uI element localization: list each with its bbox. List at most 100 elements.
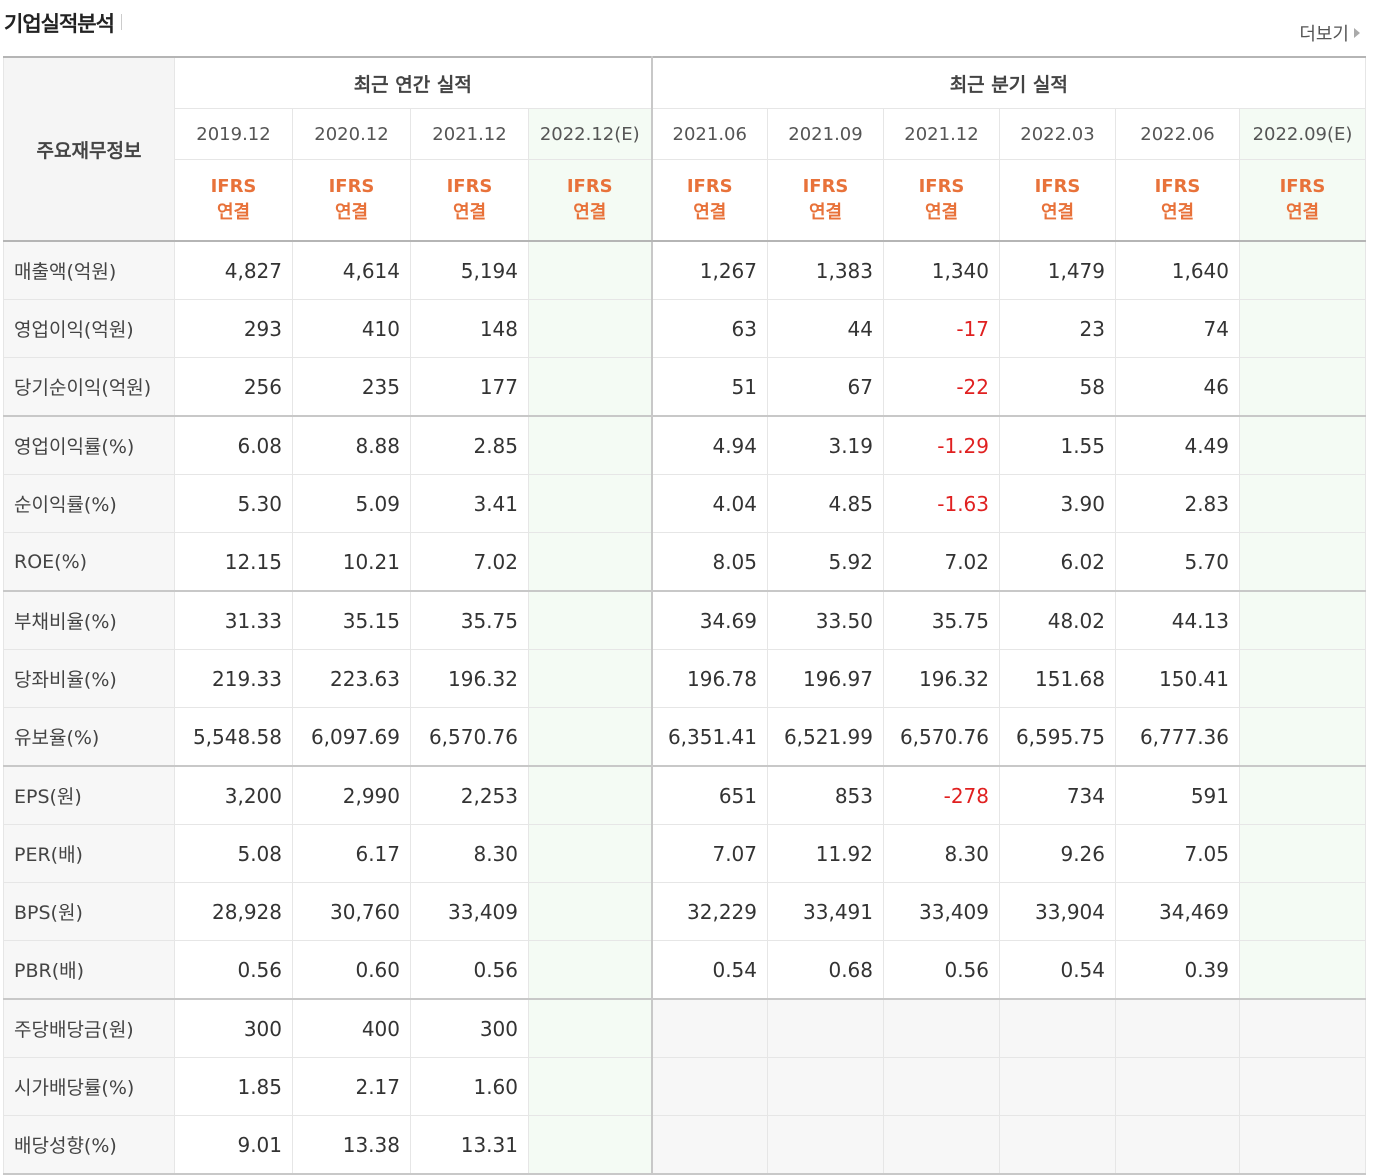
table-cell: 33,904: [999, 882, 1116, 941]
table-cell: [1239, 1057, 1366, 1116]
basis-sublabel: 연결: [573, 202, 607, 223]
table-row: ROE(%) 12.15 10.21 7.02 8.05 5.92 7.02 6.02 5.70: [3, 532, 1366, 592]
table-cell: 2,253: [410, 765, 529, 825]
table-cell: 1.60: [410, 1057, 529, 1116]
table-cell: 7.05: [1115, 824, 1240, 883]
quarter-group-header: 최근 분기 실적: [651, 56, 1366, 109]
table-cell: 7.07: [651, 824, 768, 883]
table-cell: [1239, 474, 1366, 533]
table-cell: [651, 998, 768, 1058]
table-cell: 2,990: [292, 765, 411, 825]
basis-header: IFRS 연결: [999, 159, 1116, 242]
table-cell: [528, 299, 653, 358]
basis-sublabel: 연결: [1285, 202, 1320, 223]
row-label: BPS(원): [3, 882, 175, 941]
table-cell: 8.30: [883, 824, 1000, 883]
table-cell: 12.15: [174, 532, 293, 592]
table-cell: 5.30: [174, 474, 293, 533]
table-cell: 6,570.76: [410, 707, 529, 767]
table-cell: [999, 998, 1116, 1058]
table-cell: 5.09: [292, 474, 411, 533]
period-header: 2022.12(E): [528, 108, 653, 160]
table-cell: 4.49: [1115, 415, 1240, 475]
basis-header: IFRS 연결: [767, 159, 884, 242]
table-cell: [767, 998, 884, 1058]
table-cell: 3.90: [999, 474, 1116, 533]
table-cell: 1.85: [174, 1057, 293, 1116]
table-cell: 196.32: [410, 649, 529, 708]
table-cell: [528, 415, 653, 475]
table-cell: 44: [767, 299, 884, 358]
basis-label: IFRS: [566, 176, 613, 197]
table-cell: 591: [1115, 765, 1240, 825]
basis-sublabel: 연결: [808, 202, 843, 223]
chevron-right-icon: [1354, 28, 1360, 38]
table-cell: -22: [883, 357, 1000, 417]
table-cell: 1,267: [651, 240, 768, 300]
table-row: PBR(배) 0.56 0.60 0.56 0.54 0.68 0.56 0.54 0.39: [3, 940, 1366, 1000]
table-cell: [528, 1057, 653, 1116]
table-cell: 1,383: [767, 240, 884, 300]
basis-sublabel: 연결: [216, 202, 251, 223]
table-cell: 5.92: [767, 532, 884, 592]
basis-sublabel: 연결: [1160, 202, 1195, 223]
table-cell: 4,614: [292, 240, 411, 300]
table-cell: [528, 707, 653, 767]
table-cell: [528, 1115, 653, 1175]
row-label: 유보율(%): [3, 707, 175, 767]
basis-label: IFRS: [1154, 176, 1201, 197]
table-cell: 8.88: [292, 415, 411, 475]
table-cell: 235: [292, 357, 411, 417]
table-cell: 30,760: [292, 882, 411, 941]
table-cell: 5,548.58: [174, 707, 293, 767]
table-cell: [651, 1057, 768, 1116]
table-cell: 5.70: [1115, 532, 1240, 592]
table-cell: 51: [651, 357, 768, 417]
basis-sublabel: 연결: [452, 202, 487, 223]
period-header: 2021.12: [883, 108, 1000, 160]
table-cell: 48.02: [999, 590, 1116, 650]
table-cell: -1.63: [883, 474, 1000, 533]
row-label: EPS(원): [3, 765, 175, 825]
more-link[interactable]: 더보기: [1299, 20, 1360, 46]
table-cell: 1,640: [1115, 240, 1240, 300]
table-cell: 6,595.75: [999, 707, 1116, 767]
period-header: 2022.09(E): [1239, 108, 1366, 160]
annual-group-header: 최근 연간 실적: [174, 56, 653, 109]
period-header: 2021.12: [410, 108, 529, 160]
table-row: 주당배당금(원) 300 400 300: [3, 998, 1366, 1058]
corner-header: 주요재무정보: [3, 56, 175, 242]
table-cell: 35.75: [410, 590, 529, 650]
more-label: 더보기: [1299, 24, 1349, 45]
table-cell: 651: [651, 765, 768, 825]
period-header: 2021.06: [651, 108, 768, 160]
table-cell: [1239, 707, 1366, 767]
table-cell: 196.97: [767, 649, 884, 708]
table-cell: 10.21: [292, 532, 411, 592]
table-cell: [883, 1115, 1000, 1175]
row-label: 부채비율(%): [3, 590, 175, 650]
table-cell: [528, 882, 653, 941]
table-cell: 1.55: [999, 415, 1116, 475]
table-cell: 4,827: [174, 240, 293, 300]
table-row: 당좌비율(%) 219.33 223.63 196.32 196.78 196.97 196…: [3, 649, 1366, 708]
table-cell: 0.68: [767, 940, 884, 1000]
table-row: EPS(원) 3,200 2,990 2,253 651 853 -278 734 591: [3, 765, 1366, 825]
table-row: 부채비율(%) 31.33 35.15 35.75 34.69 33.50 35.75 48.…: [3, 590, 1366, 650]
section-header: 기업실적분석 더보기: [2, 0, 1364, 56]
table-cell: [1239, 299, 1366, 358]
table-row: 유보율(%) 5,548.58 6,097.69 6,570.76 6,351.41 6,…: [3, 707, 1366, 767]
table-cell: 2.85: [410, 415, 529, 475]
table-cell: 300: [410, 998, 529, 1058]
table-cell: [528, 765, 653, 825]
table-cell: 13.38: [292, 1115, 411, 1175]
basis-label: IFRS: [210, 176, 257, 197]
table-cell: 148: [410, 299, 529, 358]
table-row: 배당성향(%) 9.01 13.38 13.31: [3, 1115, 1366, 1175]
table-cell: 853: [767, 765, 884, 825]
table-cell: 196.78: [651, 649, 768, 708]
table-cell: 256: [174, 357, 293, 417]
basis-header: IFRS 연결: [651, 159, 768, 242]
table-cell: 63: [651, 299, 768, 358]
table-cell: [1239, 649, 1366, 708]
